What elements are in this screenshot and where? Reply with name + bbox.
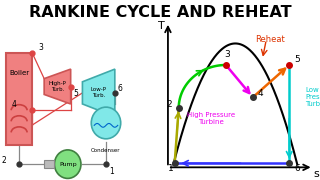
Text: Reheat: Reheat	[255, 35, 285, 44]
Polygon shape	[44, 69, 71, 104]
Text: 2: 2	[167, 100, 172, 109]
Text: 4: 4	[258, 89, 264, 98]
Text: High-P
Turb.: High-P Turb.	[48, 81, 66, 92]
Text: Condenser: Condenser	[91, 148, 121, 153]
Text: High Pressure
Turbine: High Pressure Turbine	[187, 112, 235, 125]
Text: 6: 6	[118, 84, 123, 93]
Circle shape	[54, 150, 81, 178]
Text: T: T	[158, 21, 164, 31]
Text: 3: 3	[38, 43, 43, 52]
Text: Low-P
Turb.: Low-P Turb.	[91, 87, 107, 98]
Text: 5: 5	[74, 89, 78, 98]
Text: Boiler: Boiler	[9, 71, 29, 76]
Text: 5: 5	[294, 55, 300, 64]
Text: s: s	[313, 169, 319, 179]
Text: 6: 6	[294, 164, 300, 173]
Text: 3: 3	[224, 50, 230, 59]
Text: RANKINE CYCLE AND REHEAT: RANKINE CYCLE AND REHEAT	[29, 5, 291, 20]
FancyBboxPatch shape	[44, 160, 54, 168]
Text: 1: 1	[109, 167, 114, 176]
Polygon shape	[83, 69, 115, 117]
Text: 2: 2	[2, 156, 6, 165]
Text: 1: 1	[168, 164, 173, 173]
Text: Low
Pressure
Turbine: Low Pressure Turbine	[305, 87, 320, 107]
Text: Pump: Pump	[59, 162, 76, 167]
FancyBboxPatch shape	[6, 53, 32, 145]
Text: 4: 4	[12, 100, 17, 109]
Circle shape	[91, 107, 121, 139]
